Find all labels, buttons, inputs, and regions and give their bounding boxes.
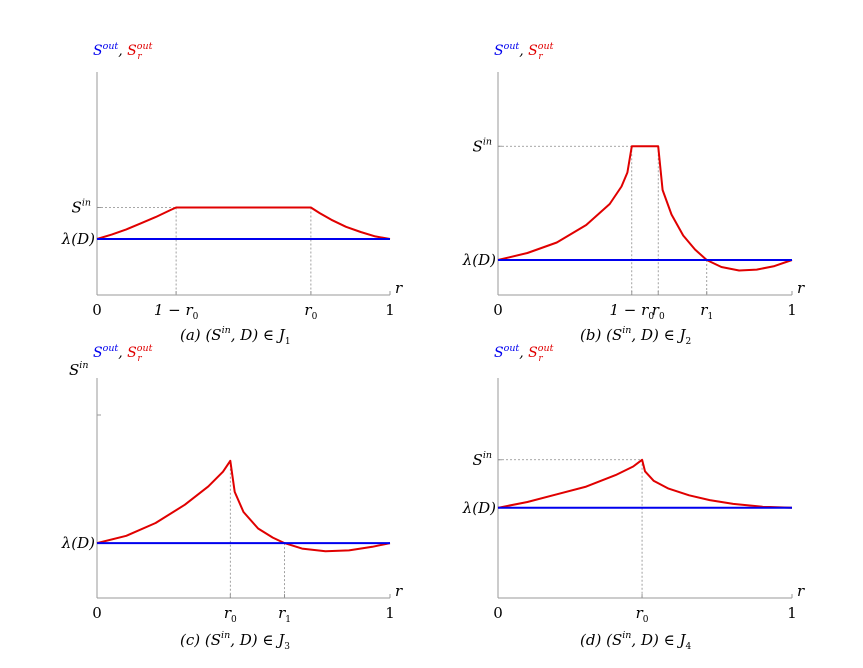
y-label-lambda: λ(D) [61, 230, 95, 248]
x-tick-label: r1 [700, 301, 713, 322]
panel-caption: (d) (Sin, D) ∈ J4 [580, 630, 691, 652]
x-axis-label: r [797, 582, 805, 600]
y-label-sin: Sin [72, 198, 91, 217]
series-line-sr-out [497, 145, 793, 272]
y-label-lambda: λ(D) [462, 251, 496, 269]
chart-panel-a: Sout, Sout r r Sin λ(D) 0 1 − r0 r0 1 (a) (Sin, D… [61, 41, 403, 347]
series-line-sr-out [96, 206, 391, 240]
y-label-lambda: λ(D) [61, 534, 95, 552]
y-label-lambda: λ(D) [462, 499, 496, 517]
y-label-sin: Sin [473, 136, 492, 155]
x-tick-label: 1 [787, 301, 797, 319]
y-axis-label: Sout, Sout r [93, 343, 153, 364]
chart-panel-c: Sout, Sout r r Sin λ(D) 0 r0 r1 1 (c) (Sin, D) ∈ … [61, 343, 403, 652]
y-axis-label: Sout, Sout r [494, 41, 554, 62]
x-tick-label: r0 [652, 301, 665, 322]
x-tick-label: 0 [493, 604, 503, 622]
x-tick-label: r0 [224, 604, 237, 625]
x-tick-label: 0 [92, 604, 102, 622]
chart-panel-d: Sout, Sout r r Sin λ(D) 0 r0 1 (d) (Sin, D) ∈ J4 [462, 343, 805, 652]
x-axis-label: r [395, 582, 403, 600]
x-tick-label: 1 [787, 604, 797, 622]
x-tick-label: r0 [636, 604, 649, 625]
x-tick-label: 1 − r0 [154, 301, 199, 322]
x-axis-label: r [395, 279, 403, 297]
x-tick-label: 1 [385, 604, 395, 622]
y-axis-label: Sout, Sout r [93, 41, 153, 62]
panel-caption: (c) (Sin, D) ∈ J3 [180, 630, 290, 652]
panel-caption: (b) (Sin, D) ∈ J2 [580, 325, 691, 347]
x-tick-label: 0 [493, 301, 503, 319]
y-axis-label: Sout, Sout r [494, 343, 554, 364]
x-tick-label: r0 [304, 301, 317, 322]
y-label-sin: Sin [473, 450, 492, 469]
x-tick-label: 0 [92, 301, 102, 319]
x-tick-label: 1 − r0 [609, 301, 654, 322]
x-tick-label: r1 [278, 604, 291, 625]
y-label-sin: Sin [69, 360, 88, 379]
series-line-sr-out [497, 458, 793, 509]
x-tick-label: 1 [385, 301, 395, 319]
panel-caption: (a) (Sin, D) ∈ J1 [180, 325, 291, 347]
series-line-sr-out [96, 459, 391, 553]
x-axis-label: r [797, 279, 805, 297]
